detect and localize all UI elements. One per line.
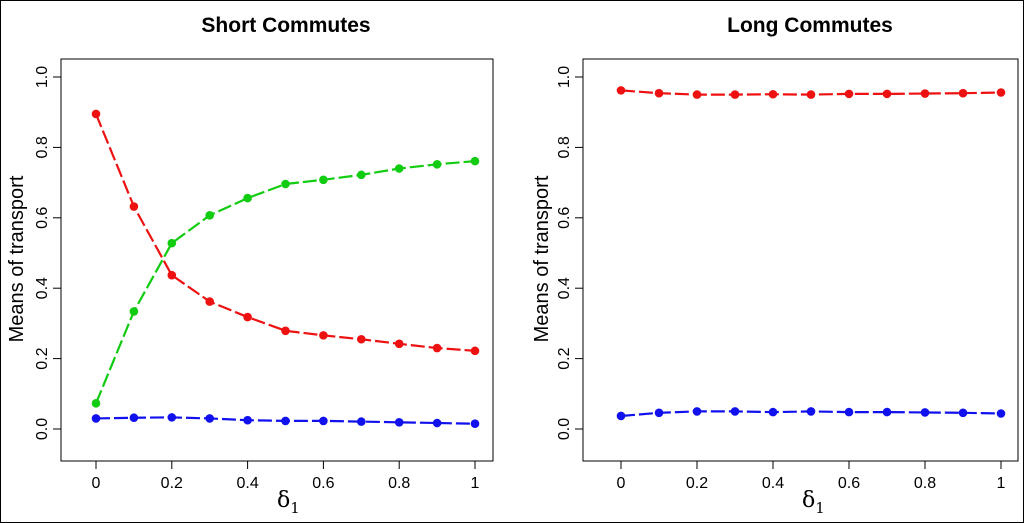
y-tick-label: 0.6 — [556, 207, 573, 229]
x-tick-label: 0 — [92, 475, 101, 492]
data-point-blue — [91, 414, 101, 423]
data-point-blue — [319, 416, 328, 426]
data-point-blue — [730, 407, 740, 416]
x-tick-label: 1 — [997, 475, 1006, 492]
chart-panel-1: Short Commutes 0 0.2 0.4 0.6 0.8 1 0.0 0.2 0.4 0.6… — [6, 14, 494, 517]
data-point-blue — [394, 418, 404, 427]
chart-panel-2: Long Commutes 0 0.2 0.4 0.6 0.8 1 0.0 0.2 0.4 0.6 0… — [531, 14, 1019, 517]
data-point-red — [91, 109, 101, 119]
data-point-green — [167, 238, 177, 248]
data-point-red — [958, 88, 968, 98]
series-blue — [616, 407, 1006, 421]
data-point-red — [394, 339, 404, 349]
y-tick-label: 0.4 — [556, 277, 573, 299]
y-tick-label: 0.0 — [34, 418, 51, 440]
data-point-blue — [432, 418, 442, 428]
series-line-green — [94, 160, 476, 404]
y-tick-label: 0.2 — [556, 347, 573, 369]
data-point-green — [129, 307, 139, 316]
data-point-red — [616, 86, 626, 95]
data-point-red — [882, 89, 892, 99]
data-point-green — [319, 175, 328, 185]
series-green — [91, 156, 480, 408]
data-point-blue — [129, 413, 139, 423]
y-tick-label: 1.0 — [556, 66, 573, 88]
plot-frame — [60, 58, 494, 462]
data-point-blue — [281, 416, 290, 426]
data-point-red — [768, 89, 778, 99]
data-point-blue — [844, 407, 854, 417]
chart-title: Short Commutes — [201, 14, 370, 37]
series-blue — [91, 413, 480, 429]
data-point-green — [432, 159, 442, 169]
data-point-red — [357, 334, 366, 344]
data-point-blue — [806, 407, 816, 416]
data-point-red — [281, 326, 290, 336]
x-tick-label: 0.8 — [914, 475, 936, 492]
data-point-blue — [470, 419, 480, 429]
y-axis-label: Means of transport — [6, 175, 28, 342]
data-point-red — [730, 90, 740, 99]
y-tick-label: 1.0 — [34, 66, 51, 88]
data-point-green — [205, 211, 214, 220]
y-axis-label: Means of transport — [531, 175, 553, 342]
plot-frame — [582, 58, 1019, 462]
series-line-red — [94, 113, 476, 352]
y-tick-label: 0.4 — [34, 277, 51, 299]
data-point-blue — [167, 413, 177, 422]
data-point-red — [205, 297, 214, 306]
data-point-red — [996, 88, 1006, 97]
x-tick-label: 0 — [617, 475, 626, 492]
data-point-green — [243, 193, 252, 203]
x-tick-label: 0.6 — [312, 475, 334, 492]
x-tick-label: 0.4 — [762, 475, 784, 492]
x-tick-label: 0.4 — [236, 475, 258, 492]
data-point-red — [470, 346, 480, 356]
y-tick-label: 0.6 — [34, 207, 51, 229]
data-point-red — [319, 331, 328, 340]
data-point-blue — [654, 408, 664, 418]
data-point-red — [167, 270, 177, 280]
data-point-blue — [920, 408, 930, 417]
data-point-green — [281, 179, 290, 189]
data-point-blue — [692, 407, 702, 416]
data-point-red — [844, 89, 854, 99]
series-red — [616, 86, 1006, 99]
x-tick-label: 0.6 — [838, 475, 860, 492]
data-point-blue — [243, 415, 252, 425]
data-point-blue — [357, 417, 366, 426]
y-tick-label: 0.8 — [34, 136, 51, 158]
data-point-red — [806, 90, 816, 99]
data-point-red — [654, 88, 664, 98]
chart-title: Long Commutes — [727, 14, 893, 37]
data-point-green — [470, 156, 480, 166]
y-tick-label: 0.2 — [34, 347, 51, 369]
x-tick-label: 0.8 — [388, 475, 410, 492]
data-point-blue — [616, 411, 626, 421]
x-tick-label: 0.2 — [161, 475, 183, 492]
x-tick-label: 1 — [471, 475, 480, 492]
data-point-blue — [958, 408, 968, 418]
data-point-green — [357, 170, 366, 180]
data-point-green — [394, 164, 404, 173]
data-point-blue — [882, 407, 892, 417]
data-point-blue — [205, 414, 214, 423]
data-point-red — [692, 90, 702, 99]
x-tick-label: 0.2 — [686, 475, 708, 492]
data-point-blue — [768, 407, 778, 417]
series-red — [91, 109, 480, 356]
data-point-red — [243, 312, 252, 322]
data-point-blue — [996, 409, 1006, 418]
data-point-red — [432, 343, 442, 353]
data-point-green — [91, 399, 101, 408]
x-axis-label: δ1 — [277, 488, 300, 517]
y-tick-label: 0.8 — [556, 136, 573, 158]
data-point-red — [920, 89, 930, 98]
data-point-red — [129, 202, 139, 211]
x-axis-label: δ1 — [802, 488, 825, 517]
y-tick-label: 0.0 — [556, 418, 573, 440]
